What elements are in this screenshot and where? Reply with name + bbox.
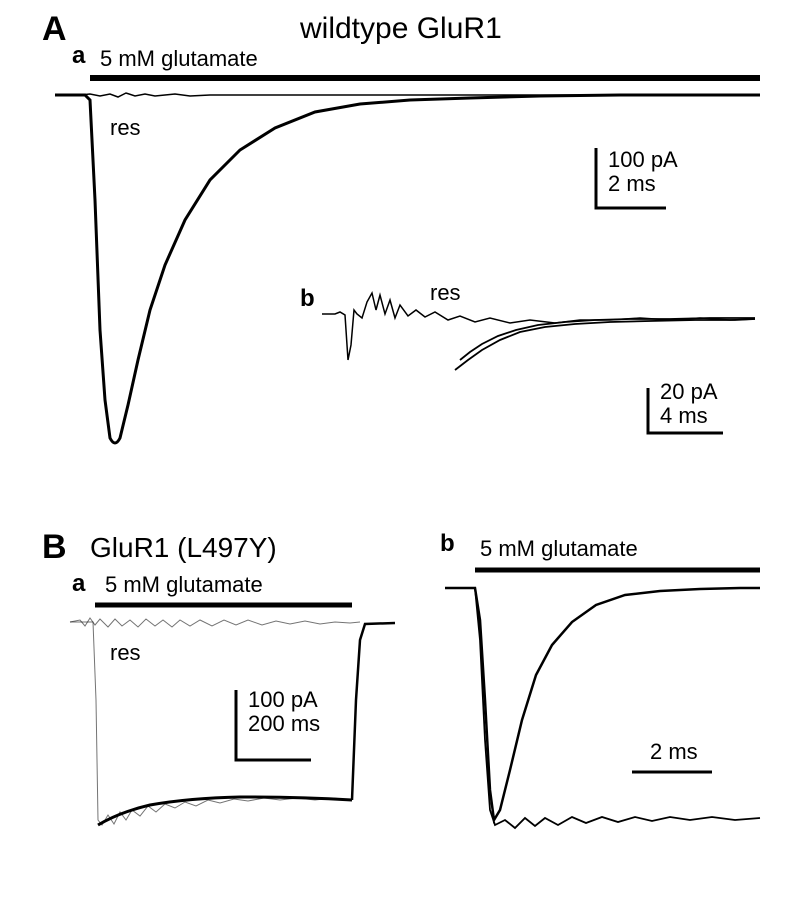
panel-Bb-svg [0,0,794,900]
figure: A wildtype GluR1 a 5 mM glutamate res 10… [0,0,794,900]
scalebar-Bb-x: 2 ms [650,740,698,764]
